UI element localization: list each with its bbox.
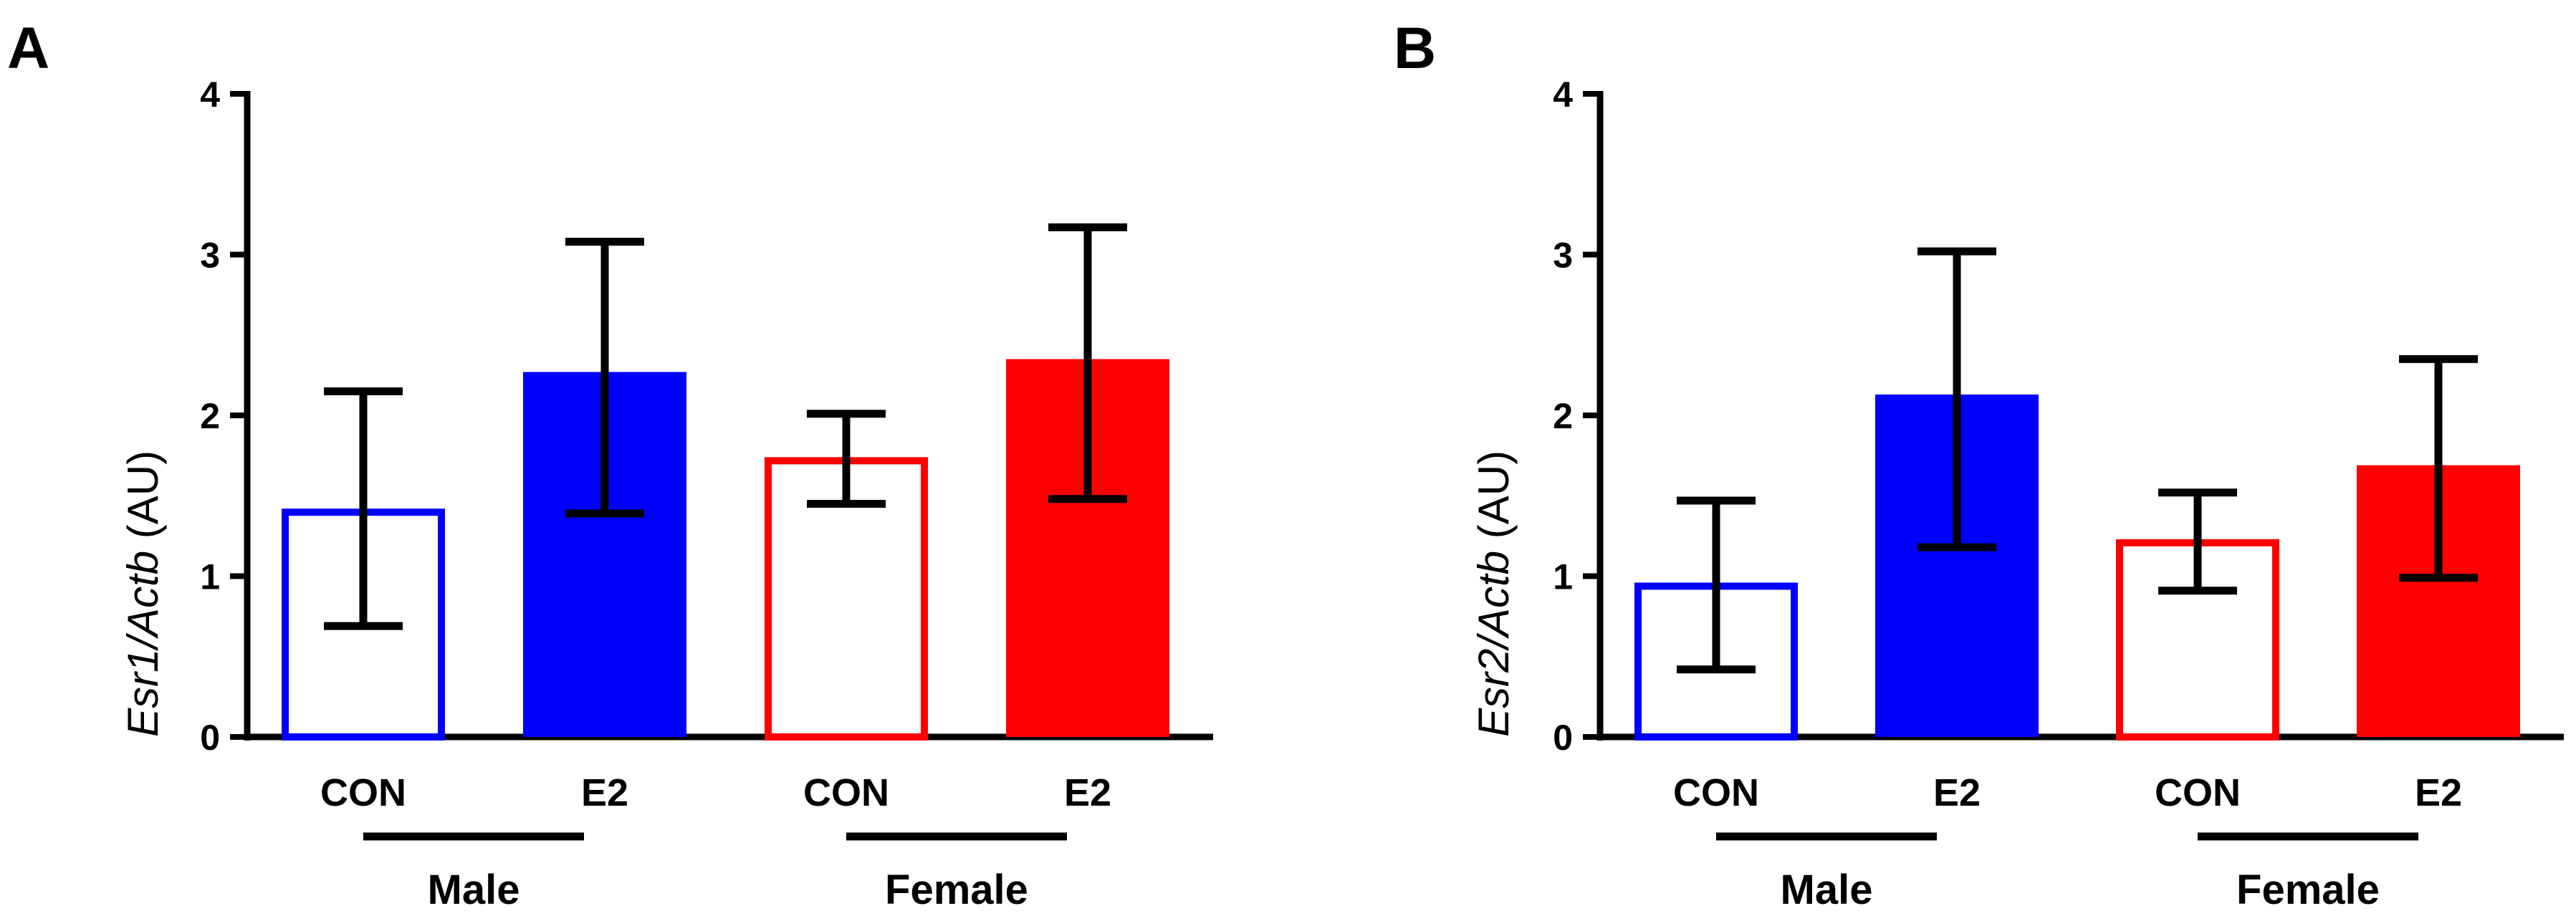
panel-a-cat-label-3: CON — [803, 771, 889, 814]
panel-b-group-label-female: Female — [2236, 867, 2380, 913]
panel-a-cat-label-2: E2 — [581, 771, 628, 814]
panel-b-cat-label-3: CON — [2155, 771, 2241, 814]
panel-b-y-tick-label-3: 3 — [1553, 236, 1573, 276]
panel-b-y-tick-label-4: 4 — [1553, 74, 1573, 115]
panel-a-group-label-male: Male — [428, 867, 520, 913]
panel-b-group-label-male: Male — [1781, 867, 1873, 913]
panel-a-y-tick-label-0: 0 — [200, 718, 220, 758]
panel-a-y-tick-label-3: 3 — [200, 236, 220, 276]
panel-a-group-label-female: Female — [885, 867, 1028, 913]
panel-b-y-axis-gene: Esr2/Actb — [1470, 551, 1518, 737]
panel-a-cat-label-1: CON — [320, 771, 406, 814]
panel-b-cat-label-2: E2 — [1933, 771, 1981, 814]
panel-a-y-axis-label: Esr1/Actb (AU) — [119, 450, 167, 737]
panel-a-cat-label-4: E2 — [1064, 771, 1111, 814]
panel-b: B Esr2/Actb (AU) 0 1 2 3 4 CON E2 CON E2 Mal… — [1394, 16, 2564, 913]
panel-a-y-tick-label-2: 2 — [200, 396, 220, 436]
panel-a-letter: A — [7, 16, 49, 81]
panel-b-cat-label-4: E2 — [2415, 771, 2462, 814]
panel-b-plot: 0 1 2 3 4 — [1553, 74, 2564, 758]
panel-b-y-tick-label-0: 0 — [1553, 718, 1573, 758]
panel-a: A Esr1/Actb (AU) 0 1 2 3 4 CON E2 CON E2 Mal… — [7, 16, 1213, 913]
panel-b-y-tick-label-2: 2 — [1553, 396, 1573, 436]
panel-a-y-axis-unit: (AU) — [119, 450, 167, 539]
panel-b-cat-label-1: CON — [1673, 771, 1759, 814]
panel-b-y-axis-unit: (AU) — [1470, 450, 1518, 539]
panel-a-y-tick-label-1: 1 — [200, 557, 220, 597]
panel-a-plot: 0 1 2 3 4 — [200, 74, 1213, 758]
panel-b-y-tick-label-1: 1 — [1553, 557, 1573, 597]
panel-b-letter: B — [1394, 16, 1436, 81]
panel-a-y-tick-label-4: 4 — [200, 74, 220, 115]
panel-b-y-axis-label: Esr2/Actb (AU) — [1470, 450, 1518, 737]
panel-a-y-axis-gene: Esr1/Actb — [119, 551, 167, 737]
